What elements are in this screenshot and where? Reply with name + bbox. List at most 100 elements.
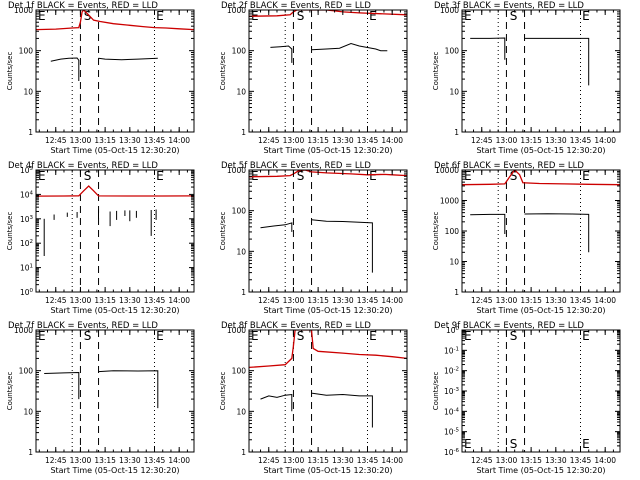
x-tick-label: 13:15 — [520, 136, 542, 145]
x-axis-label: Start Time (05-Oct-15 12:30:20) — [476, 146, 605, 155]
x-tick-label: 12:45 — [258, 456, 280, 465]
x-tick-label: 13:15 — [520, 456, 542, 465]
flag-e: E — [38, 329, 46, 343]
y-tick-label: 10 — [236, 247, 246, 256]
x-tick-label: 13:00 — [496, 136, 518, 145]
x-tick-label: 13:15 — [94, 296, 116, 305]
y-tick-label: 1 — [28, 448, 33, 457]
plot-frame — [35, 169, 195, 293]
y-axis-label: Counts/sec — [432, 372, 440, 411]
flag-s: S — [84, 169, 92, 183]
x-tick-label: 13:15 — [307, 456, 329, 465]
y-tick-label: 1 — [454, 288, 459, 297]
y-tick-label: 10 — [23, 407, 33, 416]
y-tick-label: 10-5 — [444, 428, 460, 437]
x-tick-label: 14:00 — [381, 136, 403, 145]
flag-e: E — [38, 169, 46, 183]
y-tick-label: 1000 — [227, 326, 246, 335]
y-tick-label: 10 — [449, 258, 459, 267]
x-tick-label: 13:30 — [332, 456, 354, 465]
flag-e: E — [156, 329, 164, 343]
x-tick-label: 14:00 — [381, 456, 403, 465]
y-tick-label: 100 — [445, 227, 460, 236]
y-tick-label: 10-4 — [444, 407, 460, 416]
flag-e: E — [582, 437, 590, 451]
y-axis-label: Counts/sec — [219, 212, 227, 251]
x-tick-label: 13:30 — [545, 136, 567, 145]
x-tick-label: 14:00 — [594, 456, 616, 465]
lld-series-line — [462, 170, 620, 186]
flag-s: S — [84, 329, 92, 343]
flag-e: E — [582, 9, 590, 23]
x-tick-label: 13:45 — [144, 456, 166, 465]
series-group — [249, 170, 407, 273]
x-tick-label: 13:30 — [545, 296, 567, 305]
y-axis-label: Counts/sec — [6, 52, 14, 91]
y-tick-label: 100 — [445, 47, 460, 56]
series-group — [36, 185, 194, 256]
y-tick-label: 100 — [232, 47, 247, 56]
plot-frame — [35, 329, 195, 453]
x-axis-label: Start Time (05-Oct-15 12:30:20) — [263, 466, 392, 475]
flag-e: E — [251, 329, 259, 343]
x-tick-label: 13:30 — [119, 136, 141, 145]
x-tick-label: 12:45 — [45, 456, 67, 465]
y-tick-label: 100 — [19, 47, 34, 56]
y-tick-label: 100 — [446, 326, 460, 335]
y-tick-label: 1000 — [227, 166, 246, 175]
plot-frame — [461, 169, 621, 293]
x-tick-label: 13:45 — [357, 296, 379, 305]
plot-frame — [248, 169, 408, 293]
events-series-line — [311, 42, 388, 52]
y-tick-label: 1000 — [440, 197, 459, 206]
y-tick-label: 1000 — [227, 6, 246, 15]
y-tick-label: 1000 — [14, 6, 33, 15]
y-axis-label: Counts/sec — [219, 372, 227, 411]
flag-e: E — [156, 169, 164, 183]
events-series-line — [270, 45, 293, 63]
panel-2: Det 2f BLACK = Events, RED = LLDEESSEE11… — [219, 1, 408, 155]
flag-s: S — [297, 169, 305, 183]
y-tick-label: 103 — [20, 215, 34, 224]
x-tick-label: 12:45 — [258, 296, 280, 305]
series-group — [44, 370, 159, 409]
flag-s: S — [297, 9, 305, 23]
plot-frame — [461, 329, 621, 453]
x-tick-label: 13:30 — [332, 296, 354, 305]
x-tick-label: 14:00 — [168, 136, 190, 145]
x-axis-label: Start Time (05-Oct-15 12:30:20) — [50, 306, 179, 315]
y-tick-label: 10 — [236, 87, 246, 96]
x-tick-label: 13:15 — [307, 296, 329, 305]
x-axis-label: Start Time (05-Oct-15 12:30:20) — [50, 146, 179, 155]
x-tick-label: 13:00 — [496, 456, 518, 465]
plot-frame — [35, 9, 195, 133]
x-tick-label: 12:45 — [471, 456, 493, 465]
series-group — [36, 10, 194, 81]
events-series-line — [260, 393, 293, 412]
lld-series-line — [249, 170, 407, 178]
flag-s: S — [510, 9, 518, 23]
x-tick-label: 13:45 — [570, 136, 592, 145]
y-tick-label: 100 — [19, 367, 34, 376]
events-series-line — [50, 57, 80, 81]
series-group — [249, 330, 407, 428]
plot-frame — [248, 9, 408, 133]
panel-4: Det 4f BLACK = Events, RED = LLDEESSEE10… — [6, 161, 195, 315]
x-tick-label: 13:45 — [570, 296, 592, 305]
flag-e: E — [156, 9, 164, 23]
y-tick-label: 10-2 — [444, 367, 459, 376]
panel-title: Det 2f BLACK = Events, RED = LLD — [221, 1, 371, 11]
flag-e: E — [464, 169, 472, 183]
y-tick-label: 105 — [20, 166, 34, 175]
x-axis-label: Start Time (05-Oct-15 12:30:20) — [476, 306, 605, 315]
x-tick-label: 13:00 — [496, 296, 518, 305]
x-tick-label: 13:00 — [283, 296, 305, 305]
y-tick-label: 10-1 — [444, 346, 459, 355]
y-tick-label: 102 — [20, 239, 33, 248]
flag-e: E — [251, 169, 259, 183]
flag-e: E — [369, 9, 377, 23]
x-tick-label: 12:45 — [471, 296, 493, 305]
panel-title: Det 1f BLACK = Events, RED = LLD — [8, 1, 158, 11]
flag-e: E — [464, 329, 472, 343]
